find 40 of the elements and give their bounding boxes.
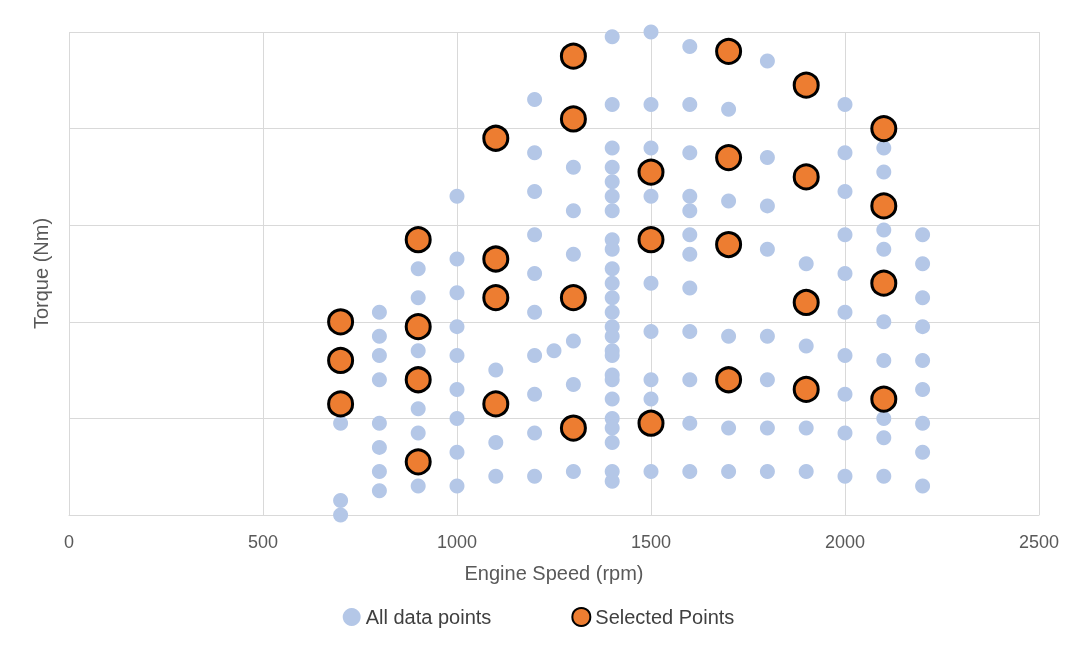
point: [715, 231, 743, 259]
point: [559, 105, 587, 133]
point: [559, 42, 587, 70]
point: [482, 245, 510, 273]
point: [792, 163, 820, 191]
point: [870, 192, 898, 220]
point: [715, 366, 743, 394]
point: [792, 288, 820, 316]
legend-label: All data points: [365, 606, 492, 628]
x-tick-label: 0: [63, 532, 75, 552]
x-axis-title: Engine Speed (rpm): [464, 562, 644, 584]
x-tick-label: 1500: [630, 532, 672, 552]
point: [715, 144, 743, 172]
point: [482, 124, 510, 152]
point: [404, 366, 432, 394]
x-tick-label: 2500: [1018, 532, 1060, 552]
x-tick-label: 1000: [436, 532, 478, 552]
legend-label: Selected Points: [595, 606, 735, 628]
point: [792, 71, 820, 99]
point: [559, 284, 587, 312]
point: [792, 375, 820, 403]
point: [327, 390, 355, 418]
point: [404, 448, 432, 476]
point: [327, 346, 355, 374]
point: [637, 226, 665, 254]
point: [637, 158, 665, 186]
x-tick-label: 500: [247, 532, 279, 552]
point: [870, 385, 898, 413]
point: [327, 308, 355, 336]
point: [637, 409, 665, 437]
point: [482, 284, 510, 312]
x-tick-label: 2000: [824, 532, 866, 552]
point: [870, 115, 898, 143]
point: [404, 313, 432, 341]
point: [870, 269, 898, 297]
point: [404, 226, 432, 254]
point: [559, 414, 587, 442]
y-axis-title: Torque (Nm): [30, 217, 52, 330]
point: [715, 37, 743, 65]
point: [482, 390, 510, 418]
